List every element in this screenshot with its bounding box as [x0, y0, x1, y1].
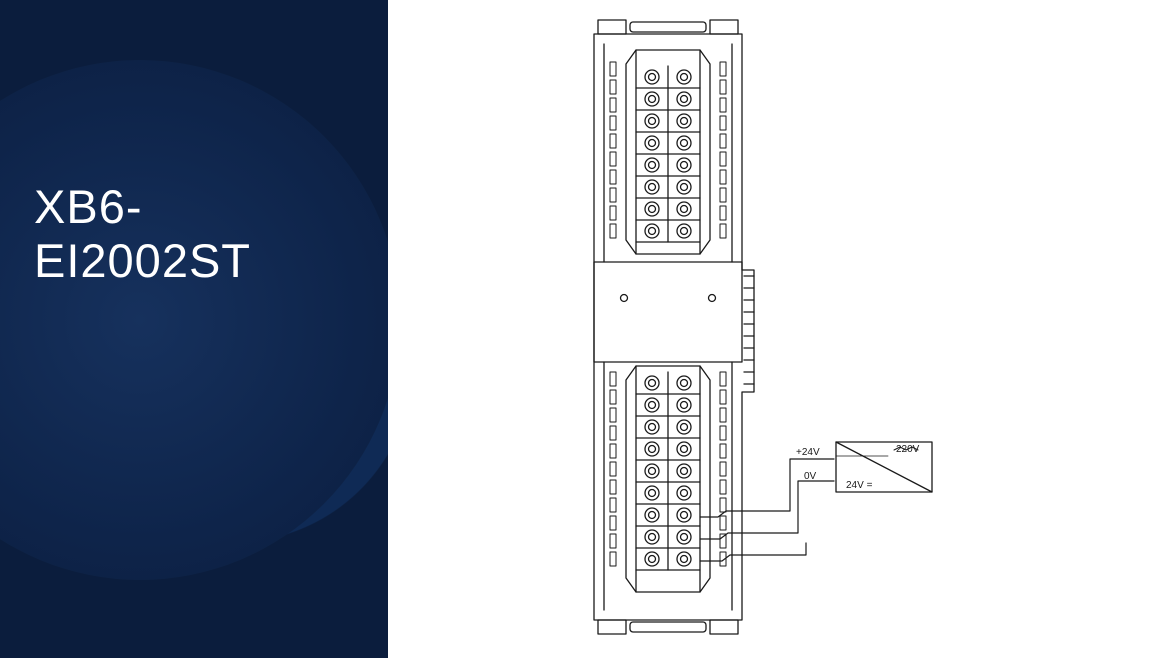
terminal-hole: [677, 398, 691, 412]
side-connector-notches: [744, 276, 754, 384]
screw-right: [709, 295, 716, 302]
terminal-hole: [677, 486, 691, 500]
module-wiring-diagram: +24V 0V 220V 24V =: [388, 0, 1174, 658]
terminal-hole: [645, 70, 659, 84]
left-decorative-panel: XB6- EI2002ST: [0, 0, 388, 658]
terminal-hole: [645, 136, 659, 150]
terminal-hole: [677, 530, 691, 544]
vents-bot-left: [610, 372, 616, 566]
terminal-hole: [645, 180, 659, 194]
rail-tab-top-right: [710, 20, 738, 34]
terminal-hole: [645, 158, 659, 172]
vents-top-right: [720, 62, 726, 238]
terminal-hole: [645, 442, 659, 456]
terminal-rows-bottom: [636, 372, 700, 570]
title-line-1: XB6-: [34, 180, 143, 233]
rail-tab-top-left: [598, 20, 626, 34]
terminal-hole: [677, 442, 691, 456]
rail-tab-bot-left: [598, 620, 626, 634]
label-24v-dc: 24V =: [846, 480, 873, 491]
label-plus24v: +24V: [796, 447, 820, 458]
terminal-hole: [645, 92, 659, 106]
terminal-hole: [677, 158, 691, 172]
terminal-hole: [677, 202, 691, 216]
terminal-hole: [677, 464, 691, 478]
rail-tab-bot-right: [710, 620, 738, 634]
terminal-hole: [677, 180, 691, 194]
terminal-hole: [677, 136, 691, 150]
terminal-hole: [645, 114, 659, 128]
rail-center-bottom: [630, 622, 706, 632]
title-line-2: EI2002ST: [34, 234, 251, 287]
label-220v: 220V: [896, 444, 920, 455]
rail-center-top: [630, 22, 706, 32]
terminal-hole: [645, 486, 659, 500]
terminal-hole: [645, 224, 659, 238]
terminal-hole: [677, 552, 691, 566]
terminal-hole: [677, 92, 691, 106]
terminal-hole: [645, 464, 659, 478]
terminal-hole: [645, 420, 659, 434]
terminal-hole: [677, 376, 691, 390]
terminal-rows-top: [636, 66, 700, 242]
wiring-labels: +24V 0V 220V 24V =: [796, 444, 920, 491]
terminal-hole: [645, 376, 659, 390]
product-title: XB6- EI2002ST: [34, 180, 251, 288]
label-0v: 0V: [804, 471, 817, 482]
vents-top-left: [610, 62, 616, 238]
terminal-hole: [645, 530, 659, 544]
module-body: [594, 34, 754, 620]
terminal-hole: [677, 508, 691, 522]
terminal-hole: [645, 508, 659, 522]
terminal-hole: [645, 552, 659, 566]
terminal-hole: [645, 398, 659, 412]
diagram-panel: +24V 0V 220V 24V =: [388, 0, 1174, 658]
terminal-hole: [677, 224, 691, 238]
screw-left: [621, 295, 628, 302]
terminal-hole: [677, 420, 691, 434]
terminal-hole: [677, 70, 691, 84]
terminal-hole: [677, 114, 691, 128]
mid-plate: [594, 262, 742, 362]
terminal-hole: [645, 202, 659, 216]
